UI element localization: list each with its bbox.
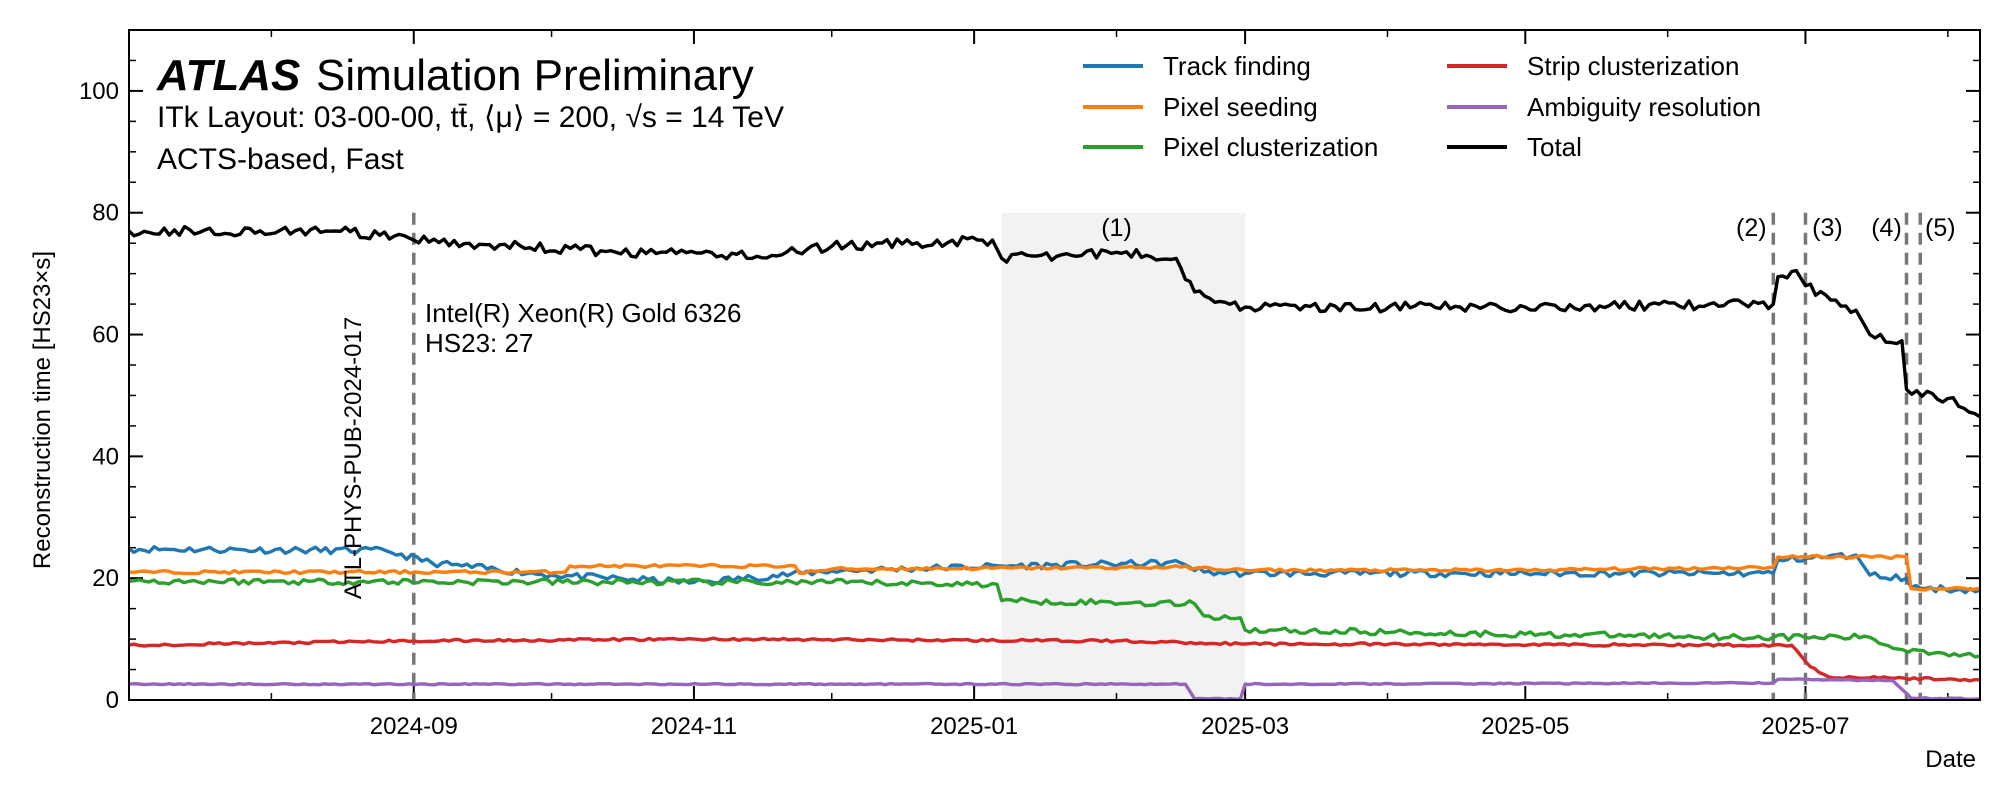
- x-axis-label: Date: [1925, 746, 1976, 773]
- legend-label: Pixel seeding: [1163, 92, 1318, 122]
- series-line-pixel-seeding: [128, 553, 1981, 592]
- y-tick-label: 20: [92, 565, 119, 592]
- plot-frame: [128, 29, 1981, 701]
- series-line-total: [127, 224, 1981, 419]
- y-tick-label: 100: [79, 78, 119, 105]
- atlas-label: ATLAS: [156, 51, 300, 100]
- marker-label: (4): [1871, 214, 1902, 242]
- legend-label: Pixel clusterization: [1163, 132, 1378, 162]
- status-label: Simulation Preliminary: [316, 51, 754, 100]
- info-line-1: ITk Layout: 03-00-00, tt̄, ⟨μ⟩ = 200, √s…: [157, 101, 784, 134]
- axis-labels-layer: 0 20 40 60 80 100 2024-09 2024-11 2025-01 2025-03…: [79, 78, 1956, 740]
- x-tick-label: 2025-05: [1481, 713, 1569, 740]
- marker-label: (5): [1925, 214, 1956, 242]
- shaded-period: [1001, 212, 1246, 700]
- cpu-label-line-1: Intel(R) Xeon(R) Gold 6326: [425, 298, 741, 328]
- marker-label: (3): [1812, 214, 1843, 242]
- x-tick-label: 2025-07: [1761, 713, 1849, 740]
- shaded-period-layer: [1001, 212, 1246, 700]
- legend-label: Strip clusterization: [1527, 51, 1739, 81]
- marker-label: (2): [1736, 214, 1767, 242]
- series-lines-layer: [127, 224, 1981, 701]
- y-tick-label: 60: [92, 322, 119, 349]
- x-tick-label: 2024-09: [370, 713, 458, 740]
- y-axis-label: Reconstruction time [HS23×s]: [29, 251, 56, 569]
- x-tick-label: 2024-11: [651, 713, 737, 740]
- reference-label: ATL-PHYS-PUB-2024-017: [340, 317, 367, 599]
- legend-label: Ambiguity resolution: [1527, 92, 1761, 122]
- series-line-strip-clusterization: [128, 636, 1981, 683]
- y-tick-label: 0: [106, 687, 119, 714]
- legend: Track finding Pixel seeding Pixel clusteri…: [1083, 51, 1761, 162]
- legend-label: Track finding: [1163, 51, 1311, 81]
- series-line-ambiguity-resolution: [128, 677, 1981, 701]
- y-tick-label: 40: [92, 443, 119, 470]
- x-tick-label: 2025-03: [1201, 713, 1289, 740]
- tick-marks-layer: [128, 29, 1980, 701]
- cpu-label-line-2: HS23: 27: [425, 328, 533, 358]
- info-line-2: ACTS-based, Fast: [157, 143, 404, 176]
- series-line-pixel-clusterization: [128, 577, 1981, 659]
- legend-label: Total: [1527, 132, 1582, 162]
- y-tick-label: 80: [92, 200, 119, 227]
- x-tick-label: 2025-01: [930, 713, 1018, 740]
- marker-label: (1): [1101, 214, 1132, 242]
